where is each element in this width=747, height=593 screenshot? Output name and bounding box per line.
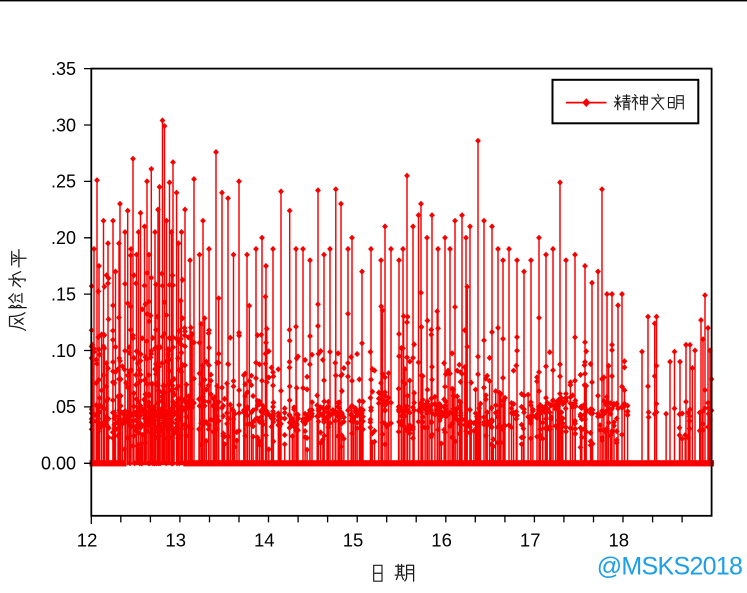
svg-text:@MSKS2018: @MSKS2018 <box>597 553 743 581</box>
svg-text:.15: .15 <box>51 284 76 304</box>
svg-text:0.00: 0.00 <box>41 454 76 474</box>
svg-text:15: 15 <box>343 530 364 551</box>
svg-text:18: 18 <box>609 530 630 551</box>
svg-text:.05: .05 <box>51 397 76 417</box>
svg-text:12: 12 <box>77 530 98 551</box>
svg-text:.20: .20 <box>51 228 76 248</box>
svg-text:13: 13 <box>165 530 186 551</box>
svg-text:14: 14 <box>254 530 275 551</box>
svg-text:16: 16 <box>431 530 452 551</box>
svg-text:.25: .25 <box>51 172 76 192</box>
svg-text:17: 17 <box>520 530 541 551</box>
svg-text:.10: .10 <box>51 341 76 361</box>
svg-text:.30: .30 <box>51 115 76 135</box>
svg-text:.35: .35 <box>51 59 76 79</box>
